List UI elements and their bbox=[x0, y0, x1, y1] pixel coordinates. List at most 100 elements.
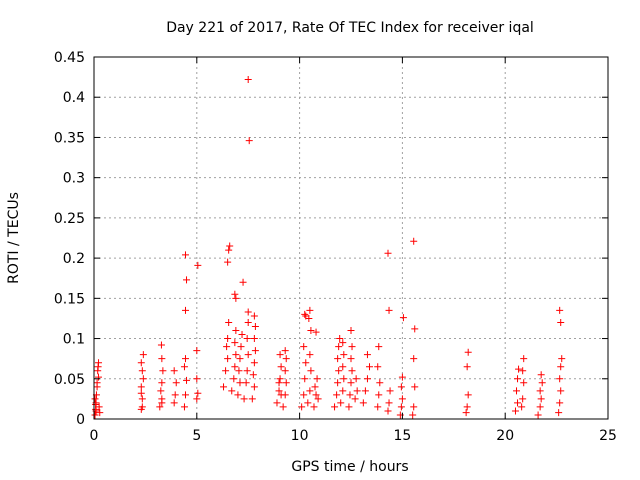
data-point bbox=[409, 411, 417, 419]
data-point bbox=[95, 373, 103, 381]
axes bbox=[93, 56, 609, 420]
data-point bbox=[183, 276, 191, 284]
x-tick-label: 20 bbox=[496, 428, 514, 444]
data-point bbox=[336, 335, 344, 343]
data-point bbox=[232, 351, 240, 359]
data-point bbox=[170, 399, 178, 407]
x-tick-label: 25 bbox=[599, 428, 617, 444]
data-point bbox=[276, 375, 284, 383]
data-point bbox=[183, 376, 191, 384]
data-point bbox=[236, 355, 244, 363]
data-point bbox=[91, 395, 99, 403]
data-point bbox=[237, 343, 245, 351]
chart-title: Day 221 of 2017, Rate Of TEC Index for r… bbox=[166, 20, 534, 36]
data-point bbox=[337, 399, 345, 407]
data-point bbox=[138, 395, 146, 403]
data-point bbox=[236, 379, 244, 387]
data-point bbox=[312, 391, 320, 399]
data-point bbox=[158, 355, 166, 363]
data-point bbox=[464, 348, 472, 356]
data-point bbox=[366, 363, 374, 371]
tick-labels: 0 0.05 0.1 0.15 0.2 0.25 0.3 0.35 0.4 0.45 0 5 10 15 2… bbox=[54, 50, 617, 444]
data-point bbox=[513, 387, 521, 395]
data-point bbox=[157, 387, 165, 395]
data-point bbox=[193, 347, 201, 355]
data-point bbox=[536, 387, 544, 395]
grid bbox=[94, 57, 608, 419]
data-point bbox=[250, 335, 258, 343]
data-point bbox=[300, 343, 308, 351]
data-point bbox=[557, 387, 565, 395]
data-point bbox=[230, 375, 238, 383]
data-point bbox=[410, 237, 418, 245]
data-point bbox=[225, 246, 233, 254]
data-point bbox=[351, 395, 359, 403]
data-point bbox=[331, 403, 339, 411]
data-point bbox=[339, 387, 347, 395]
data-point bbox=[397, 383, 405, 391]
data-point bbox=[334, 355, 342, 363]
data-point bbox=[518, 403, 526, 411]
data-point bbox=[399, 314, 407, 322]
data-point bbox=[363, 351, 371, 359]
data-point bbox=[307, 367, 315, 375]
y-tick-label: 0.4 bbox=[63, 90, 85, 106]
data-point bbox=[282, 379, 290, 387]
data-point bbox=[91, 411, 99, 419]
data-point bbox=[238, 331, 246, 339]
data-point bbox=[298, 403, 306, 411]
data-point bbox=[232, 294, 240, 302]
data-point bbox=[398, 373, 406, 381]
x-axis-label: GPS time / hours bbox=[291, 459, 408, 475]
data-point bbox=[333, 391, 341, 399]
data-point bbox=[348, 367, 356, 375]
data-point bbox=[520, 379, 528, 387]
data-point bbox=[306, 387, 314, 395]
y-tick-label: 0.35 bbox=[54, 130, 85, 146]
data-point bbox=[347, 379, 355, 387]
data-point bbox=[243, 367, 251, 375]
data-point bbox=[239, 278, 247, 286]
data-point bbox=[385, 306, 393, 314]
data-point bbox=[302, 359, 310, 367]
data-point bbox=[194, 261, 202, 269]
data-point bbox=[374, 363, 382, 371]
data-point bbox=[235, 367, 243, 375]
data-point bbox=[411, 383, 419, 391]
data-point bbox=[555, 409, 563, 417]
data-point bbox=[275, 379, 283, 387]
data-point bbox=[137, 359, 145, 367]
data-point bbox=[347, 355, 355, 363]
x-tick-label: 0 bbox=[90, 428, 99, 444]
data-point bbox=[384, 407, 392, 415]
data-point bbox=[384, 249, 392, 257]
data-point bbox=[180, 403, 188, 411]
data-point bbox=[556, 375, 564, 383]
data-point bbox=[335, 367, 343, 375]
data-point bbox=[375, 343, 383, 351]
data-point bbox=[250, 359, 258, 367]
data-point bbox=[220, 383, 228, 391]
data-point bbox=[139, 351, 147, 359]
data-point bbox=[558, 355, 566, 363]
data-point bbox=[345, 403, 353, 411]
data-point bbox=[172, 379, 180, 387]
data-point bbox=[463, 363, 471, 371]
data-point bbox=[557, 318, 565, 326]
data-point bbox=[374, 403, 382, 411]
data-point bbox=[520, 355, 528, 363]
data-point bbox=[411, 325, 419, 333]
data-point bbox=[519, 395, 527, 403]
data-point bbox=[245, 137, 253, 145]
data-point bbox=[410, 403, 418, 411]
data-point bbox=[313, 375, 321, 383]
data-point bbox=[181, 391, 189, 399]
data-point bbox=[224, 258, 232, 266]
data-point bbox=[96, 409, 104, 417]
data-point bbox=[300, 391, 308, 399]
data-point bbox=[385, 399, 393, 407]
data-point bbox=[464, 391, 472, 399]
x-tick-label: 10 bbox=[291, 428, 309, 444]
data-point bbox=[231, 290, 239, 298]
